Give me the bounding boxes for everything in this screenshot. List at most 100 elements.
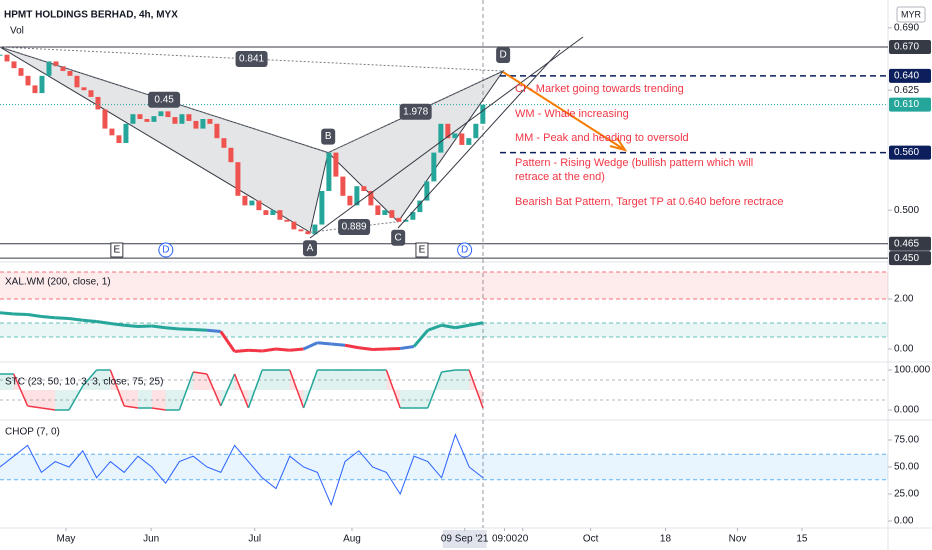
ratio-label: 0.841: [239, 54, 264, 65]
stc-fill: [372, 370, 387, 390]
price-label: 0.610: [894, 99, 919, 110]
candle: [242, 195, 248, 206]
candle: [333, 152, 339, 177]
currency-box[interactable]: [896, 6, 926, 23]
stc-segment: [68, 385, 84, 411]
forecast-arrow: [502, 71, 626, 151]
candle: [32, 85, 38, 94]
wm-segment: [96, 320, 111, 325]
stc-fill: [151, 390, 166, 410]
x-tick-label: Aug: [343, 534, 361, 545]
point-box: [391, 229, 406, 246]
band: [0, 272, 888, 299]
annotation: MM - Peak and heading to oversold: [515, 132, 689, 144]
candle: [298, 229, 304, 232]
candle: [305, 231, 311, 235]
point-box: [302, 240, 317, 257]
candle: [319, 190, 325, 225]
ratio-box: [235, 51, 268, 68]
y-tick-label: 0.690: [894, 22, 919, 33]
stc-fill: [275, 370, 290, 390]
price-label-box: [889, 145, 931, 160]
volume-label: Vol: [10, 26, 24, 37]
x-tick-label: Jun: [143, 534, 159, 545]
candle: [410, 212, 416, 220]
y-tick-label: 100.000: [894, 365, 931, 376]
x-tick-label: Jul: [248, 534, 261, 545]
wm-segment: [82, 318, 97, 323]
price-label-box: [889, 68, 931, 83]
y-tick-label: 0.000: [894, 405, 919, 416]
wm-segment: [219, 330, 236, 353]
chop-line: [0, 433, 484, 507]
candle: [186, 114, 192, 121]
stc-segment: [124, 405, 139, 409]
wm-segment: [137, 324, 152, 328]
candle: [326, 152, 332, 191]
stc-fill: [344, 370, 359, 390]
annotation: WM - Whale increasing: [515, 108, 629, 120]
candle: [0, 54, 3, 56]
price-label: 0.465: [894, 238, 919, 249]
candle: [158, 111, 164, 117]
stc-segment: [289, 369, 305, 409]
wm-segment: [441, 323, 456, 330]
wm-segment: [344, 343, 360, 350]
band: [0, 454, 888, 480]
candle: [53, 61, 59, 67]
candle: [256, 200, 262, 211]
x-tick-label: 20: [517, 534, 529, 545]
y-tick-label: 25.00: [894, 489, 919, 500]
candle: [11, 61, 17, 69]
stc-fill: [358, 370, 373, 390]
candle: [263, 210, 269, 215]
ratio-label: 0.45: [154, 94, 174, 105]
layers: May Jun Jul Aug 09 Sep '21 09:00 20 Oct 18 Nov 15 0…: [0, 22, 931, 548]
candle: [466, 138, 472, 145]
wm-segment: [248, 348, 263, 353]
wm-segment: [468, 321, 484, 327]
wm-segment: [317, 341, 332, 346]
stc-fill: [331, 370, 345, 390]
candle: [312, 224, 318, 235]
wm-segment: [386, 347, 401, 351]
wedge-line: [397, 49, 561, 229]
candle: [480, 104, 486, 124]
candle: [88, 90, 94, 97]
wedge-line: [309, 36, 584, 239]
annotation: Bearish Bat Pattern, Target TP at 0.640 …: [515, 196, 783, 208]
ratio-box: [338, 218, 371, 235]
stc-segment: [206, 373, 222, 407]
point-label: B: [325, 131, 332, 142]
event-label: D: [461, 245, 468, 256]
wm-segment: [179, 327, 194, 331]
candle: [95, 96, 101, 110]
stc-fill: [55, 390, 69, 410]
stc-fill: [193, 372, 207, 390]
stc-segment: [151, 407, 166, 411]
wm-segment: [358, 346, 373, 351]
candle: [144, 119, 150, 122]
stc-segment: [427, 371, 443, 409]
stc-fill: [96, 370, 111, 390]
candle: [284, 219, 290, 222]
stc-segment: [82, 369, 98, 387]
stc-segment: [302, 369, 319, 409]
candle: [438, 123, 444, 153]
event-label: E: [419, 245, 426, 256]
candle: [102, 109, 108, 129]
x-tick-label: 09 Sep '21: [441, 534, 489, 545]
stc-segment: [27, 405, 42, 409]
stc-fill: [124, 390, 138, 408]
candle: [445, 123, 451, 139]
ratio-label: 0.889: [342, 222, 367, 233]
x-tick-label: 15: [796, 534, 808, 545]
wm-segment: [331, 342, 346, 347]
candle: [60, 66, 66, 72]
time-cursor-box: [442, 530, 487, 548]
candle: [207, 119, 213, 124]
indicator-title: STC (23, 50, 10, 3, 3, close, 75, 25): [5, 377, 163, 388]
symbol-title: HPMT HOLDINGS BERHAD, 4h, MYX: [4, 10, 178, 21]
wm-segment: [412, 329, 429, 348]
candle: [452, 133, 458, 139]
